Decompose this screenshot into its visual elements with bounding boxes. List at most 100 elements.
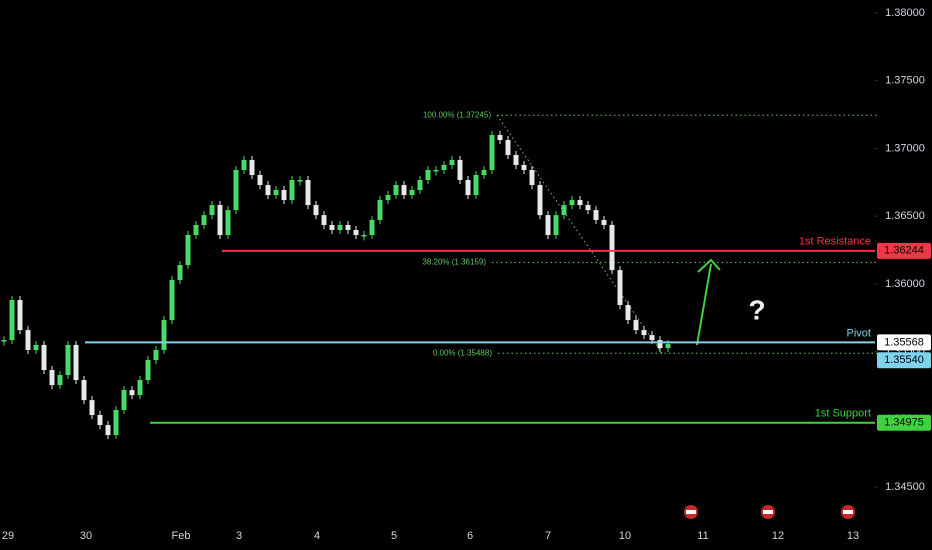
arrow-head — [697, 258, 721, 273]
candle — [249, 159, 255, 175]
candle — [553, 215, 559, 235]
x-tick-label: 30 — [80, 530, 92, 542]
candle — [33, 344, 39, 350]
candle — [25, 330, 31, 350]
candle — [489, 135, 495, 170]
candle — [665, 344, 671, 349]
y-tick-label: 1.37000 — [885, 142, 925, 154]
candle — [449, 159, 455, 165]
level-name: 1st Support — [815, 408, 871, 420]
candle — [289, 180, 295, 201]
fib-label: 38.20% (1.36159) — [422, 257, 486, 266]
candle — [1, 340, 7, 342]
candle — [17, 300, 23, 331]
x-tick-label: 29 — [2, 530, 14, 542]
x-tick-label: 3 — [236, 530, 242, 542]
event-icons — [684, 505, 855, 519]
fib-label: 0.00% (1.35488) — [433, 348, 492, 357]
current-price-box — [877, 352, 931, 369]
candle — [649, 335, 655, 341]
x-tick-label: 11 — [697, 530, 708, 542]
candle — [145, 360, 151, 381]
candle — [81, 380, 87, 401]
candle — [321, 215, 327, 225]
candle — [641, 330, 647, 336]
candle — [625, 305, 631, 321]
y-tick-label: 1.36000 — [885, 278, 925, 290]
level-price-box — [877, 242, 931, 259]
candle — [329, 224, 335, 230]
candle — [241, 159, 247, 170]
candle — [217, 205, 223, 235]
candle — [153, 349, 159, 361]
candle — [193, 224, 199, 235]
y-tick-label: 1.36500 — [885, 210, 925, 222]
candle — [281, 190, 287, 201]
event-icon-flag — [686, 510, 696, 514]
level-price: 1.36244 — [884, 245, 924, 257]
candle — [353, 229, 359, 235]
candle — [121, 390, 127, 410]
x-tick-label: 6 — [467, 530, 473, 542]
candle — [89, 400, 95, 415]
candle — [505, 140, 511, 155]
candle — [65, 344, 71, 376]
candle — [561, 205, 567, 216]
candle — [521, 164, 527, 170]
candle — [657, 340, 663, 349]
fib-trend — [496, 114, 663, 354]
candle — [601, 219, 607, 225]
candle — [497, 135, 503, 141]
candle — [113, 409, 119, 436]
candle — [9, 300, 15, 341]
candle — [465, 180, 471, 196]
candle — [473, 174, 479, 196]
candle — [57, 375, 63, 386]
x-tick-label: 4 — [314, 530, 320, 542]
candle — [209, 205, 215, 216]
candle — [129, 390, 135, 396]
candle — [369, 219, 375, 235]
candle — [425, 169, 431, 181]
candle — [105, 425, 111, 436]
candle — [481, 169, 487, 175]
candle — [385, 195, 391, 201]
candle — [345, 224, 351, 230]
candle — [97, 414, 103, 426]
candle — [401, 185, 407, 196]
x-tick-label: 5 — [391, 530, 397, 542]
candle — [457, 159, 463, 181]
candle — [273, 190, 279, 196]
level-name: Pivot — [847, 327, 871, 339]
candle — [41, 344, 47, 371]
candle — [225, 210, 231, 235]
candle — [513, 154, 519, 165]
candle — [233, 169, 239, 211]
x-tick-label: 13 — [847, 530, 859, 542]
y-tick-label: 1.37500 — [885, 75, 925, 87]
x-tick-label: 10 — [619, 530, 631, 542]
candle — [305, 180, 311, 206]
candle — [361, 234, 367, 237]
candle — [617, 270, 623, 306]
level-price: 1.35568 — [884, 336, 924, 348]
candle — [201, 215, 207, 225]
x-tick-label: Feb — [172, 530, 191, 542]
candle — [409, 190, 415, 196]
arrow-shaft — [696, 263, 712, 346]
candle — [585, 205, 591, 211]
x-tick-label: 12 — [772, 530, 784, 542]
candle — [569, 200, 575, 206]
candle — [265, 185, 271, 196]
event-icon-flag — [763, 510, 773, 514]
candle — [441, 164, 447, 170]
candle — [393, 185, 399, 196]
candle — [161, 320, 167, 350]
candle — [377, 200, 383, 220]
candle — [433, 169, 439, 172]
y-tick-label: 1.34500 — [885, 481, 925, 493]
candle — [417, 180, 423, 191]
candle — [49, 370, 55, 386]
